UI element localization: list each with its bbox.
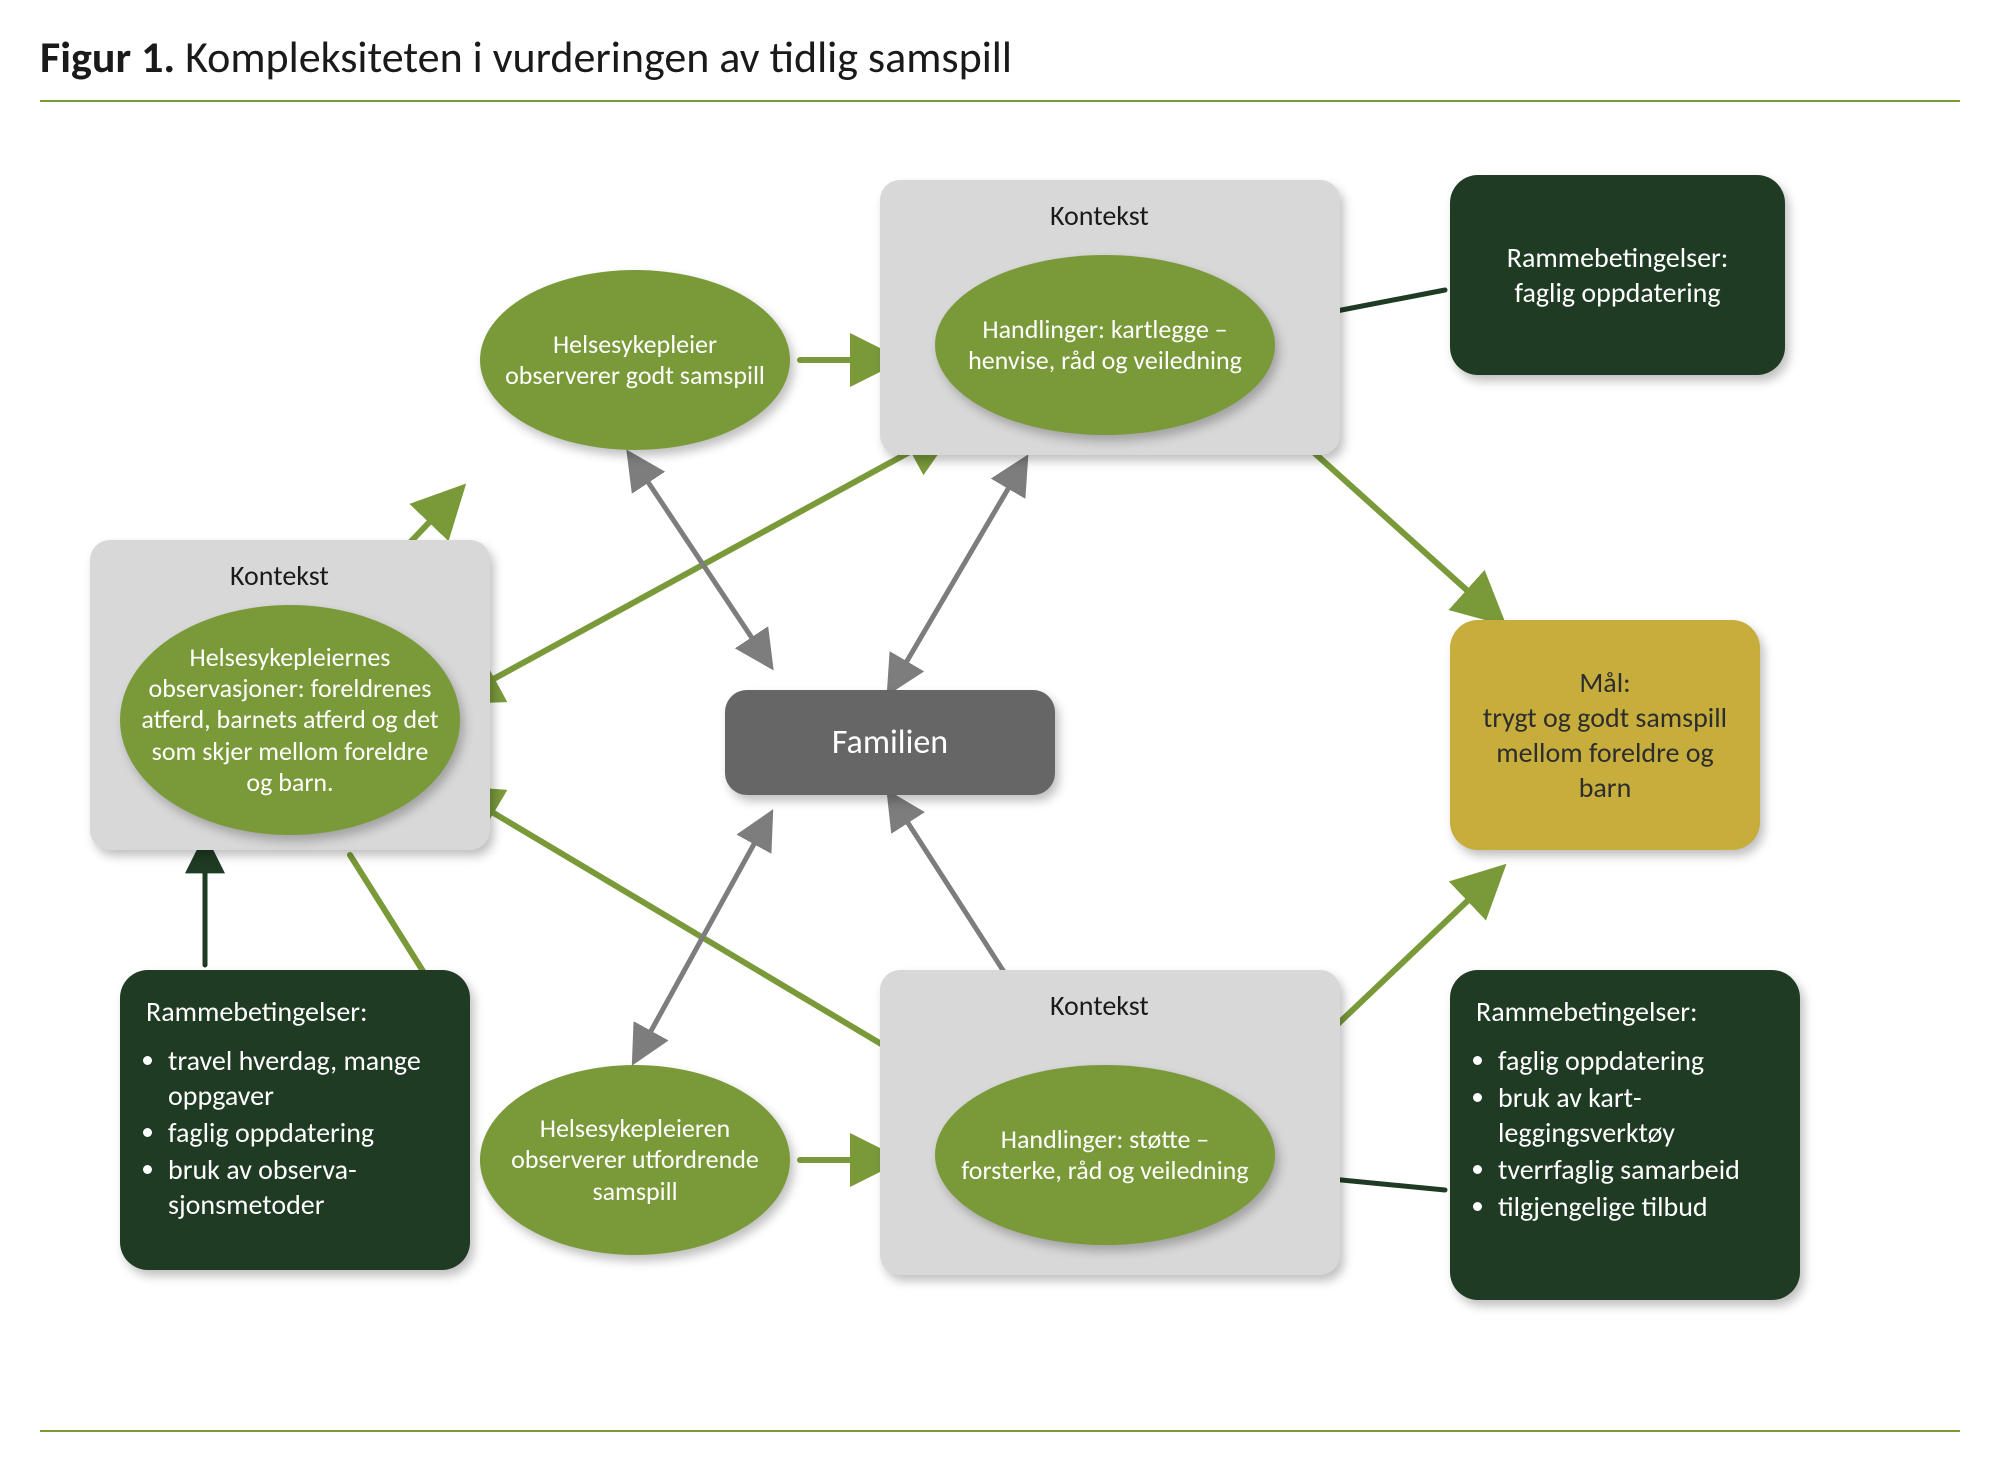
ellipse-actions-top: Handlinger: kartlegge – henvise, råd og … <box>935 255 1275 435</box>
context-label-top: Kontekst <box>1050 198 1149 233</box>
goal-box: Mål: trygt og godt samspill mellom forel… <box>1450 620 1760 850</box>
ellipse-actions-bottom: Handlinger: støtte – forsterke, råd og v… <box>935 1065 1275 1245</box>
ramme-bottom-title: Rammebetingelser: <box>1476 994 1774 1029</box>
ellipse-challenging-observation: Helsesykepleieren observerer utfordrende… <box>480 1065 790 1255</box>
arrow <box>455 790 950 1085</box>
ellipse-challenging-observation-text: Helsesykepleieren observerer utfordrende… <box>498 1113 772 1207</box>
context-label-bottom: Kontekst <box>1050 988 1149 1023</box>
arrow <box>635 815 770 1060</box>
familien-box: Familien <box>725 690 1055 795</box>
list-item: bruk av observa­sjonsmetoder <box>168 1152 444 1222</box>
list-item: tilgjengelige tilbud <box>1498 1189 1774 1224</box>
arrow <box>630 455 770 665</box>
figure-title-rest: Kompleksiteten i vurderingen av tidlig s… <box>175 30 1012 84</box>
arrow <box>890 460 1025 690</box>
ellipse-observations-left: Helsesykepleiernes observasjoner: foreld… <box>120 605 460 835</box>
figure-title-bold: Figur 1. <box>40 30 175 84</box>
ellipse-good-observation-text: Helsesykepleier observerer godt samspill <box>498 329 772 391</box>
figure-title: Figur 1. Kompleksiteten i vurderingen av… <box>40 30 1012 84</box>
ramme-left-list: travel hverdag, mange oppgaverfaglig opp… <box>146 1043 444 1222</box>
list-item: bruk av kart­leggingsverktøy <box>1498 1080 1774 1150</box>
ramme-box-left: Rammebetingelser: travel hverdag, mange … <box>120 970 470 1270</box>
rule-bottom <box>40 1430 1960 1432</box>
figure-canvas: Figur 1. Kompleksiteten i vurderingen av… <box>0 0 2000 1476</box>
rule-top <box>40 100 1960 102</box>
list-item: faglig oppdatering <box>1498 1043 1774 1078</box>
ellipse-good-observation: Helsesykepleier observerer godt samspill <box>480 270 790 450</box>
arrow <box>1300 440 1500 620</box>
ramme-bottom-list: faglig oppdateringbruk av kart­leggingsv… <box>1476 1043 1774 1224</box>
list-item: faglig oppdatering <box>168 1115 444 1150</box>
ellipse-observations-left-text: Helsesykepleiernes observasjoner: foreld… <box>138 642 442 798</box>
goal-text: Mål: trygt og godt samspill mellom forel… <box>1468 665 1742 805</box>
ellipse-actions-top-text: Handlinger: kartlegge – henvise, råd og … <box>953 314 1257 376</box>
list-item: tverrfaglig samarbeid <box>1498 1152 1774 1187</box>
list-item: travel hverdag, mange oppgaver <box>168 1043 444 1113</box>
ramme-box-top: Rammebetingelser: faglig oppdatering <box>1450 175 1785 375</box>
ellipse-actions-bottom-text: Handlinger: støtte – forsterke, råd og v… <box>953 1124 1257 1186</box>
ramme-top-text: Rammebetingelser: faglig oppdatering <box>1507 240 1729 310</box>
context-label-left: Kontekst <box>230 558 329 593</box>
familien-text: Familien <box>832 722 948 763</box>
ramme-box-bottom: Rammebetingelser: faglig oppdateringbruk… <box>1450 970 1800 1300</box>
ramme-left-title: Rammebetingelser: <box>146 994 444 1029</box>
arrow <box>455 430 950 700</box>
